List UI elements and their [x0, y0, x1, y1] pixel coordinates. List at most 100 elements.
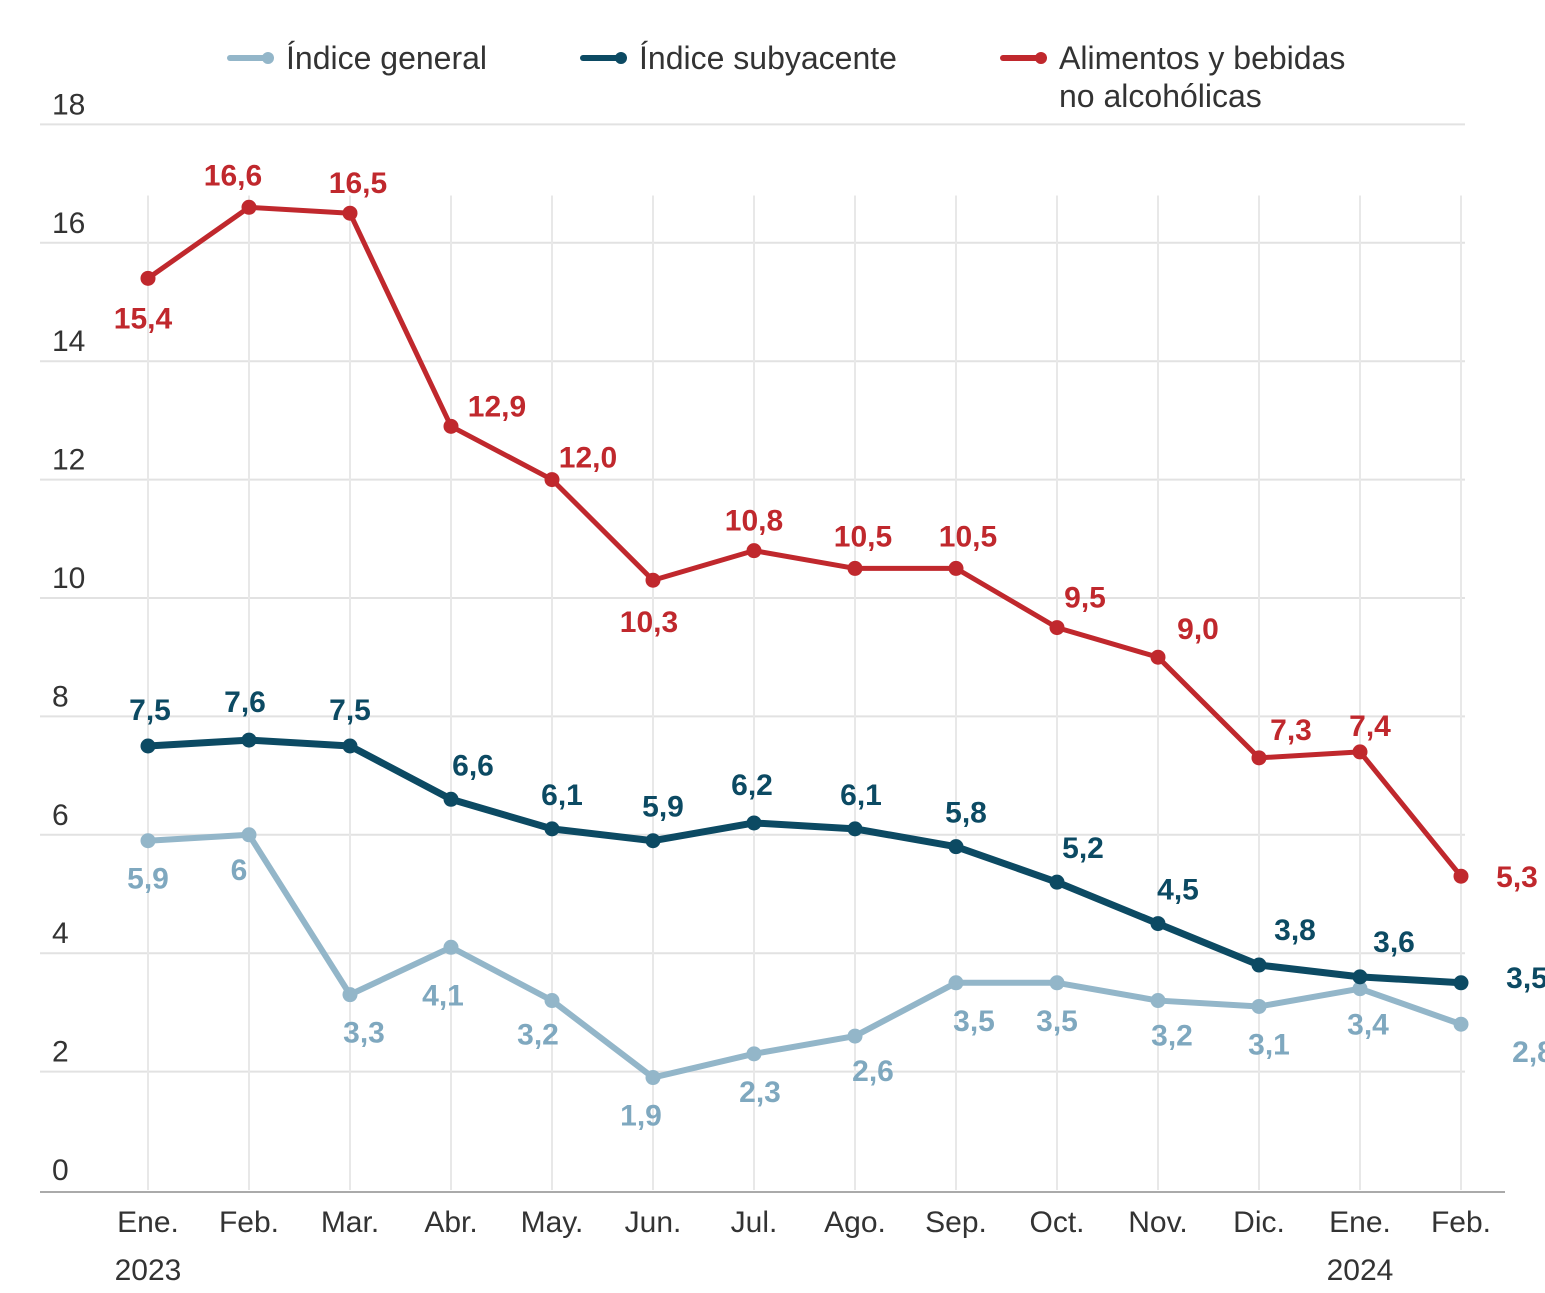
legend-label: Índice subyacente [639, 40, 897, 76]
data-point [847, 821, 863, 837]
data-point [1352, 969, 1368, 985]
data-point [1352, 981, 1368, 997]
data-point [342, 738, 358, 754]
data-point [746, 543, 762, 559]
data-label: 7,6 [224, 686, 266, 719]
data-point [140, 833, 156, 849]
data-label: 2,8 [1512, 1036, 1545, 1069]
data-label: 5,9 [642, 791, 684, 824]
x-tick-label: Dic. [1233, 1206, 1285, 1239]
data-point [241, 827, 257, 843]
legend: Índice general Índice subyacente Alimentos… [227, 40, 1345, 114]
series-line [145, 204, 1464, 879]
y-tick-label: 0 [52, 1154, 69, 1187]
x-tick-label: Nov. [1128, 1206, 1187, 1239]
data-label: 3,2 [1151, 1020, 1193, 1053]
data-point [1251, 957, 1267, 973]
data-point [1049, 874, 1065, 890]
y-tick-label: 14 [52, 325, 85, 358]
data-label: 3,8 [1274, 914, 1316, 947]
data-label: 7,3 [1270, 714, 1312, 747]
data-label: 3,2 [517, 1019, 559, 1052]
data-label-layer: 5,9 6 3,3 4,1 3,2 1,9 2,3 2,6 3,5 3,5 3,2 3,1 3,4 2,8… [114, 159, 1545, 1132]
data-point [342, 205, 358, 221]
x-tick-label: Ago. [824, 1206, 886, 1239]
data-label: 4,5 [1157, 874, 1199, 907]
y-tick-label: 8 [52, 680, 69, 713]
data-label: 6,2 [731, 769, 773, 802]
data-label: 5,9 [127, 863, 169, 896]
series-layer [140, 199, 1469, 1086]
data-label: 15,4 [114, 302, 173, 335]
legend-swatch-marker [1035, 52, 1047, 64]
data-point [948, 975, 964, 991]
series-alimentos-y-bebidas-no-alcoholicas [140, 199, 1469, 884]
data-label: 5,2 [1062, 832, 1104, 865]
data-point [645, 572, 661, 588]
data-label: 3,5 [953, 1005, 995, 1038]
series-line [145, 831, 1464, 1081]
data-point [342, 987, 358, 1003]
series-line [144, 736, 1465, 987]
y-tick-label: 16 [52, 207, 85, 240]
x-tick-label: Jul. [731, 1206, 778, 1239]
data-point [948, 560, 964, 576]
data-point [1049, 620, 1065, 636]
data-label: 7,5 [329, 694, 371, 727]
data-point [1251, 998, 1267, 1014]
axis-layer: 0 2 4 6 8 10 12 14 16 18 Ene. Feb. Mar. Abr. May. Jun. J… [40, 88, 1505, 1287]
data-point [1453, 975, 1469, 991]
data-label: 6,1 [541, 779, 583, 812]
x-tick-label: Feb. [1431, 1206, 1491, 1239]
data-label: 3,1 [1248, 1028, 1290, 1061]
data-label: 9,0 [1177, 613, 1219, 646]
data-label: 10,3 [620, 606, 678, 639]
data-label: 1,9 [620, 1100, 662, 1133]
data-point [948, 839, 964, 855]
data-point [544, 472, 560, 488]
data-label: 3,5 [1506, 962, 1545, 995]
data-label: 10,5 [834, 520, 892, 553]
data-point [847, 1028, 863, 1044]
data-label: 4,1 [422, 979, 464, 1012]
data-point [1150, 993, 1166, 1009]
data-label: 10,5 [939, 520, 997, 553]
y-tick-label: 18 [52, 88, 85, 121]
y-tick-label: 12 [52, 444, 85, 477]
data-label: 6 [231, 854, 248, 887]
x-tick-label: Sep. [925, 1206, 987, 1239]
data-label: 7,5 [129, 694, 171, 727]
data-label: 5,3 [1496, 861, 1538, 894]
data-point [241, 732, 257, 748]
x-tick-label: Jun. [625, 1206, 682, 1239]
legend-item-indice-subyacente: Índice subyacente [580, 40, 897, 76]
y-tick-label: 6 [52, 799, 69, 832]
data-label: 7,4 [1349, 710, 1391, 743]
data-point [544, 993, 560, 1009]
data-point [645, 1070, 661, 1086]
x-tick-label: Feb. [219, 1206, 279, 1239]
data-label: 16,6 [204, 159, 262, 192]
legend-label: Índice general [286, 40, 487, 76]
data-label: 6,6 [452, 749, 494, 782]
data-label: 3,5 [1036, 1005, 1078, 1038]
data-point [140, 270, 156, 286]
data-point [645, 833, 661, 849]
x-tick-label: Oct. [1029, 1206, 1084, 1239]
data-point [544, 821, 560, 837]
x-tick-label: Ene. [1329, 1206, 1391, 1239]
data-label: 6,1 [840, 779, 882, 812]
x-tick-label: Mar. [321, 1206, 379, 1239]
data-point [746, 815, 762, 831]
series-indice-general [140, 827, 1469, 1086]
y-tick-label: 10 [52, 562, 85, 595]
data-point [1150, 649, 1166, 665]
legend-label: no alcohólicas [1059, 78, 1262, 114]
legend-swatch-marker [262, 52, 274, 64]
y-tick-label: 4 [52, 917, 69, 950]
series-indice-subyacente [140, 732, 1469, 991]
data-point [241, 199, 257, 215]
data-point [443, 939, 459, 955]
